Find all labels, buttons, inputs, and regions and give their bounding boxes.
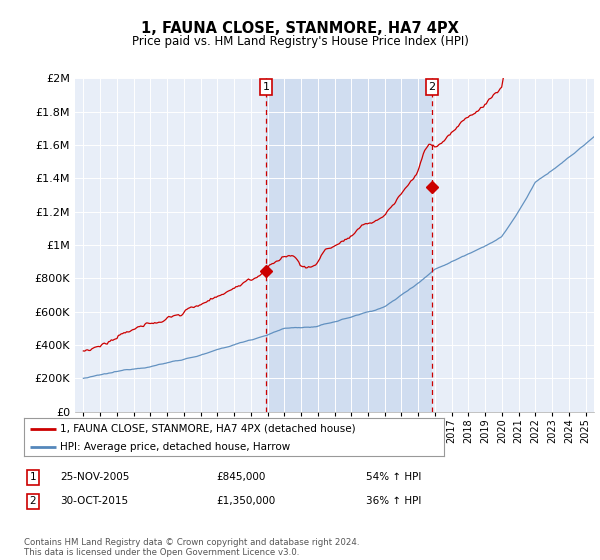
Text: 1, FAUNA CLOSE, STANMORE, HA7 4PX: 1, FAUNA CLOSE, STANMORE, HA7 4PX xyxy=(141,21,459,36)
Text: £1,350,000: £1,350,000 xyxy=(216,496,275,506)
Text: HPI: Average price, detached house, Harrow: HPI: Average price, detached house, Harr… xyxy=(60,442,290,452)
Text: 25-NOV-2005: 25-NOV-2005 xyxy=(60,472,130,482)
Text: 2: 2 xyxy=(29,496,37,506)
Text: 36% ↑ HPI: 36% ↑ HPI xyxy=(366,496,421,506)
Bar xyxy=(266,78,432,412)
Text: 1, FAUNA CLOSE, STANMORE, HA7 4PX (detached house): 1, FAUNA CLOSE, STANMORE, HA7 4PX (detac… xyxy=(60,424,355,434)
Text: 54% ↑ HPI: 54% ↑ HPI xyxy=(366,472,421,482)
Text: 1: 1 xyxy=(29,472,37,482)
Text: 2: 2 xyxy=(428,82,436,92)
Text: 1: 1 xyxy=(262,82,269,92)
Text: Contains HM Land Registry data © Crown copyright and database right 2024.
This d: Contains HM Land Registry data © Crown c… xyxy=(24,538,359,557)
Text: Price paid vs. HM Land Registry's House Price Index (HPI): Price paid vs. HM Land Registry's House … xyxy=(131,35,469,48)
Text: 30-OCT-2015: 30-OCT-2015 xyxy=(60,496,128,506)
Text: £845,000: £845,000 xyxy=(216,472,265,482)
